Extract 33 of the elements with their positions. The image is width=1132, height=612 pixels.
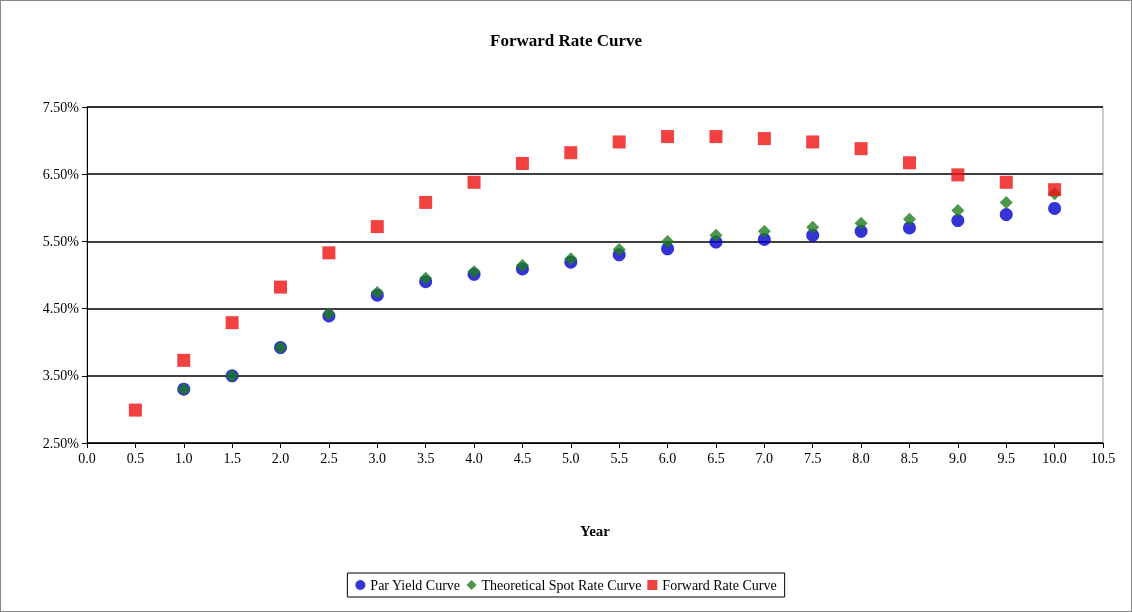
y-tick-label: 2.50% [42,435,80,451]
x-tick-label: 8.0 [852,450,870,466]
y-tick-label: 4.50% [42,301,80,317]
x-tick-label: 4.0 [465,450,483,466]
x-tick-label: 7.5 [803,450,822,466]
x-tick-label: 0.5 [126,450,145,466]
x-tick-label: 7.0 [755,450,774,466]
y-tick-label: 6.50% [42,166,80,182]
x-tick-label: 8.5 [900,450,919,466]
x-axis-title: Year [580,522,611,539]
x-tick-label: 3.5 [416,450,435,466]
legend-label: Par Yield Curve [370,577,461,593]
x-tick-label: 5.5 [610,450,628,466]
x-tick-label: 10.0 [1042,450,1067,466]
legend-label: Forward Rate Curve [662,577,777,593]
x-tick-label: 2.5 [320,450,338,466]
x-tick-label: 6.5 [707,450,725,466]
x-tick-label: 10.5 [1090,450,1116,466]
x-tick-label: 3.0 [368,450,387,466]
y-tick-label: 7.50% [42,99,80,115]
x-tick-label: 6.0 [658,450,677,466]
x-tick-label: 4.5 [513,450,532,466]
x-tick-label: 9.0 [949,450,967,466]
chart-title: Forward Rate Curve [489,31,643,50]
x-tick-label: 0.0 [78,450,96,466]
legend-label: Theoretical Spot Rate Curve [481,577,642,593]
x-tick-label: 1.0 [175,450,193,466]
y-tick-label: 3.50% [42,368,80,384]
x-tick-label: 1.5 [223,450,241,466]
x-tick-label: 5.0 [562,450,580,466]
y-tick-label: 5.50% [42,233,80,249]
x-tick-label: 2.0 [271,450,290,466]
x-tick-label: 9.5 [997,450,1015,466]
